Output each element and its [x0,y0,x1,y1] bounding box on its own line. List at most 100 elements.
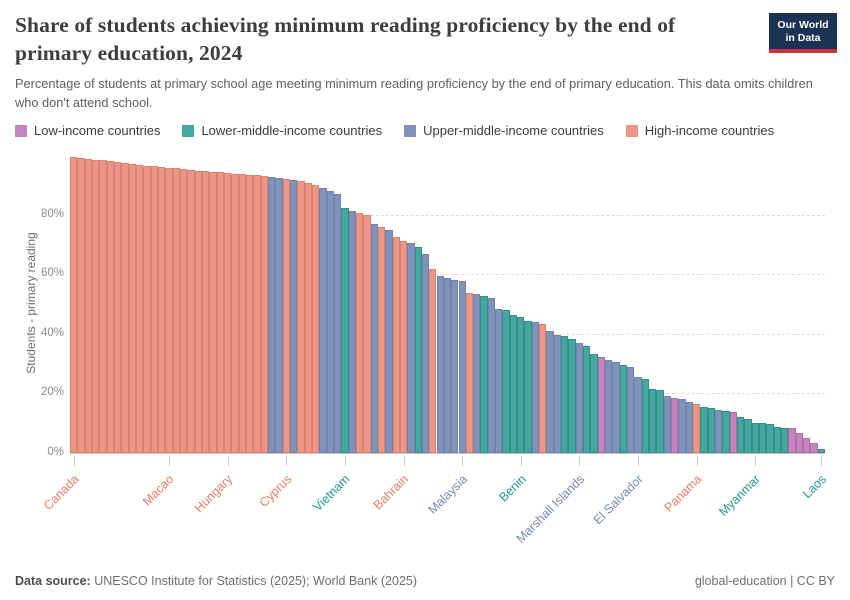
bar-92[interactable] [744,419,752,453]
bar-marshall-islands[interactable] [575,342,584,453]
bar-42[interactable] [377,227,386,453]
bar-95[interactable] [766,423,774,453]
bar-41[interactable] [370,224,378,453]
bar-19[interactable] [209,171,217,453]
bar-canada[interactable] [70,157,78,453]
bar-70[interactable] [583,346,591,453]
bar-26[interactable] [260,175,268,453]
bar-52[interactable] [451,279,459,453]
bar-macao[interactable] [165,167,173,453]
bar-bahrain[interactable] [399,240,408,453]
bar-79[interactable] [649,388,657,453]
bar-4[interactable] [99,160,107,453]
bar-35[interactable] [326,191,334,453]
bar-27[interactable] [267,176,276,453]
bar-50[interactable] [436,275,444,453]
bar-51[interactable] [443,277,452,453]
bar-3[interactable] [91,159,100,453]
bar-hungary[interactable] [223,172,232,453]
bar-58[interactable] [495,308,503,453]
bar-72[interactable] [597,356,606,453]
bar-99[interactable] [795,433,803,453]
bar-68[interactable] [568,338,576,453]
bar-18[interactable] [201,171,210,453]
bar-20[interactable] [216,172,224,453]
bar-7[interactable] [121,163,129,453]
bar-31[interactable] [297,181,305,453]
bar-2[interactable] [84,158,92,453]
bar-28[interactable] [275,177,283,453]
bar-82[interactable] [671,397,679,453]
bar-el-salvador[interactable] [634,377,642,453]
bar-49[interactable] [429,268,437,453]
legend-item-low-income-countries[interactable]: Low-income countries [15,123,160,138]
bar-91[interactable] [737,416,745,453]
bar-10[interactable] [143,165,151,453]
bar-67[interactable] [561,335,569,453]
bar-87[interactable] [707,408,716,453]
bar-46[interactable] [407,242,415,453]
bar-54[interactable] [465,292,474,453]
legend-item-lower-middle-income-countries[interactable]: Lower-middle-income countries [182,123,382,138]
bar-5[interactable] [106,161,114,453]
bar-1[interactable] [77,158,85,453]
bar-88[interactable] [715,409,723,453]
bar-myanmar[interactable] [751,422,760,453]
legend-item-upper-middle-income-countries[interactable]: Upper-middle-income countries [404,123,604,138]
bar-14[interactable] [172,168,180,453]
bar-48[interactable] [421,253,430,453]
bar-71[interactable] [590,353,598,453]
bar-8[interactable] [128,163,136,453]
bar-benin[interactable] [517,317,525,453]
bar-15[interactable] [179,169,188,453]
bar-86[interactable] [700,407,708,453]
bar-38[interactable] [348,211,356,453]
owid-logo[interactable]: Our World in Data [769,13,837,54]
bar-17[interactable] [194,170,202,453]
bar-83[interactable] [678,399,686,453]
bar-33[interactable] [311,185,320,453]
bar-22[interactable] [231,173,239,453]
bar-89[interactable] [722,411,730,453]
bar-34[interactable] [319,188,327,453]
bar-44[interactable] [392,237,400,453]
bar-81[interactable] [663,396,672,453]
bar-9[interactable] [135,164,144,453]
bar-39[interactable] [355,213,364,453]
bar-55[interactable] [473,294,481,453]
bar-6[interactable] [113,162,122,453]
bar-96[interactable] [773,426,782,453]
bar-56[interactable] [480,296,488,453]
bar-11[interactable] [150,166,158,453]
bar-76[interactable] [627,366,635,453]
bar-94[interactable] [759,423,767,453]
bar-97[interactable] [781,427,789,453]
bar-47[interactable] [414,246,422,453]
bar-40[interactable] [363,214,371,453]
bar-75[interactable] [619,364,628,453]
bar-78[interactable] [641,378,650,453]
bar-100[interactable] [803,438,811,453]
bar-23[interactable] [238,174,246,453]
bar-30[interactable] [289,179,298,453]
bar-25[interactable] [253,175,261,453]
bar-84[interactable] [685,401,694,453]
bar-59[interactable] [502,310,510,453]
bar-101[interactable] [810,443,818,453]
bar-43[interactable] [385,229,393,453]
bar-laos[interactable] [817,448,825,453]
bar-63[interactable] [531,321,540,453]
bar-36[interactable] [333,194,342,453]
bar-12[interactable] [157,166,166,453]
bar-65[interactable] [546,330,554,453]
bar-panama[interactable] [693,403,701,453]
bar-60[interactable] [509,314,518,453]
bar-73[interactable] [605,359,613,453]
bar-57[interactable] [487,297,496,453]
bar-98[interactable] [788,428,796,453]
legend-item-high-income-countries[interactable]: High-income countries [625,123,774,138]
bar-90[interactable] [729,411,738,453]
bar-74[interactable] [612,361,620,453]
bar-malaysia[interactable] [458,281,466,453]
bar-64[interactable] [539,323,547,453]
